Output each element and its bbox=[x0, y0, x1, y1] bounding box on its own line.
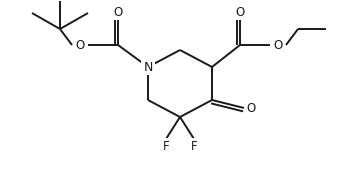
Text: O: O bbox=[273, 39, 282, 51]
Text: F: F bbox=[163, 139, 169, 153]
Text: O: O bbox=[235, 6, 245, 19]
Text: O: O bbox=[113, 6, 122, 19]
Text: N: N bbox=[143, 61, 153, 73]
Text: O: O bbox=[75, 39, 85, 51]
Text: O: O bbox=[246, 101, 256, 115]
Text: F: F bbox=[191, 139, 197, 153]
